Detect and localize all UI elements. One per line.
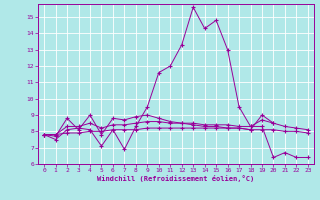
X-axis label: Windchill (Refroidissement éolien,°C): Windchill (Refroidissement éolien,°C) — [97, 175, 255, 182]
